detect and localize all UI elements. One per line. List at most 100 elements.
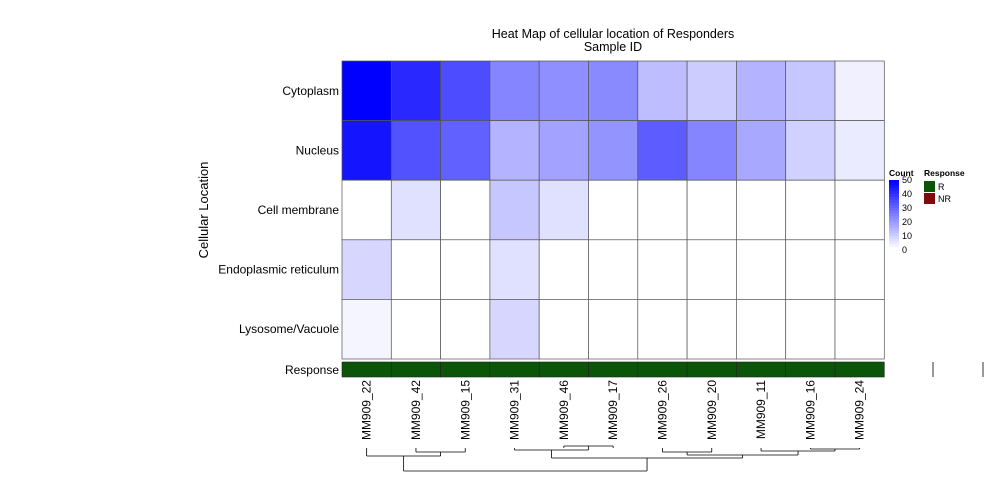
heatmap-cell [588, 299, 639, 360]
column-label: MM909_22 [360, 380, 374, 440]
heatmap-cell [736, 120, 787, 181]
heatmap-cell [440, 60, 491, 121]
heatmap-cell [785, 299, 836, 360]
count-legend-swatch [889, 185, 899, 189]
column-label: MM909_15 [458, 380, 472, 440]
heatmap-cell [736, 239, 787, 300]
row-label: Cell membrane [258, 203, 340, 217]
row-labels: Cytoplasm Nucleus Cell membrane Endoplasmic… [218, 84, 339, 336]
heatmap-cell [686, 299, 737, 360]
count-legend-tick: 10 [902, 231, 912, 241]
count-legend-swatch [889, 224, 899, 229]
column-label: MM909_17 [606, 380, 620, 440]
count-legend-swatch [889, 222, 899, 226]
chart-title: Heat Map of cellular location of Respond… [492, 27, 735, 41]
heatmap-cell [785, 239, 836, 300]
count-legend-swatch [889, 202, 899, 206]
heatmap-cell [736, 60, 787, 121]
count-legend-swatch [889, 182, 899, 187]
column-label: MM909_42 [409, 380, 423, 440]
heatmap-cell [341, 60, 392, 121]
heatmap-cell [686, 60, 737, 121]
column-label: MM909_20 [705, 380, 719, 440]
heatmap-cell [538, 299, 589, 360]
chart-subtitle: Sample ID [584, 40, 642, 54]
heatmap-cell [489, 120, 540, 181]
response-annotation-cell [341, 361, 392, 378]
heatmap-cell [588, 179, 639, 241]
count-legend-swatch [889, 236, 899, 240]
response-legend-label: NR [938, 194, 951, 204]
response-annotation-cell [637, 361, 688, 378]
heatmap-cell [834, 120, 885, 181]
response-annotation-cell [834, 361, 885, 378]
y-axis-label: Cellular Location [196, 162, 211, 259]
count-legend-swatch [889, 244, 899, 248]
heatmap-cell [390, 299, 441, 360]
heatmap-cell [390, 179, 441, 241]
legend-tick-marks [932, 362, 984, 377]
count-legend-swatch [889, 230, 899, 234]
column-label: MM909_26 [655, 380, 669, 440]
count-legend-swatch [889, 213, 899, 217]
heatmap-cell [341, 239, 392, 300]
heatmap-cell [637, 299, 688, 360]
response-annotation-cell [390, 361, 441, 378]
heatmap-cell [834, 179, 885, 241]
heatmap-cell [588, 239, 639, 300]
response-annotation-cell [489, 361, 540, 378]
count-legend-swatch [889, 199, 899, 203]
response-annotation-cell [785, 361, 836, 378]
row-label: Nucleus [296, 143, 339, 157]
column-label: MM909_31 [508, 380, 522, 440]
heatmap-cell [834, 60, 885, 121]
response-annotation-bar [341, 361, 885, 378]
column-label: MM909_24 [853, 380, 867, 440]
heatmap-cell [538, 60, 589, 121]
response-annotation-cell [686, 361, 737, 378]
heatmap-cell [489, 179, 540, 241]
heatmap-cell [390, 60, 441, 121]
heatmap-cell [390, 239, 441, 300]
heatmap-cell [785, 60, 836, 121]
heatmap-cell [834, 239, 885, 300]
heatmap-cell [834, 299, 885, 360]
heatmap-cells [341, 60, 885, 360]
heatmap-cell [736, 179, 787, 241]
heatmap-cell [785, 120, 836, 181]
response-annotation-cell [440, 361, 491, 378]
column-dendrogram [366, 445, 861, 472]
count-legend-swatch [889, 233, 899, 237]
column-labels: MM909_22 MM909_42 MM909_15 MM909_31 MM909_46… [360, 380, 867, 440]
column-label: MM909_46 [557, 380, 571, 440]
heatmap-cell [440, 120, 491, 181]
count-legend-swatch [889, 180, 899, 184]
response-annotation-cell [736, 361, 787, 378]
count-legend-swatch [889, 191, 899, 195]
row-label: Cytoplasm [282, 84, 339, 98]
heatmap-cell [440, 299, 491, 360]
heatmap-cell [538, 239, 589, 300]
count-legend-swatch [889, 196, 899, 201]
heatmap-cell [489, 60, 540, 121]
count-legend-tick: 50 [902, 175, 912, 185]
heatmap-cell [637, 239, 688, 300]
heatmap-cell [637, 60, 688, 121]
heatmap-cell [341, 120, 392, 181]
heatmap-cell [637, 179, 688, 241]
count-legend-title: Count [889, 168, 914, 178]
annotation-row-label: Response [285, 363, 339, 377]
count-legend-swatch [889, 219, 899, 223]
heatmap-cell [588, 120, 639, 181]
response-annotation-cell [538, 361, 589, 378]
count-legend-tick: 0 [902, 245, 907, 255]
row-label: Endoplasmic reticulum [218, 263, 339, 277]
heatmap-cell [390, 120, 441, 181]
heatmap-cell [489, 239, 540, 300]
count-legend-swatch [889, 210, 899, 215]
response-legend: Response R NR [924, 168, 965, 204]
count-legend-tick: 20 [902, 217, 912, 227]
count-legend-swatch [889, 208, 899, 212]
heatmap-cell [736, 299, 787, 360]
count-legend-swatch [889, 247, 899, 251]
